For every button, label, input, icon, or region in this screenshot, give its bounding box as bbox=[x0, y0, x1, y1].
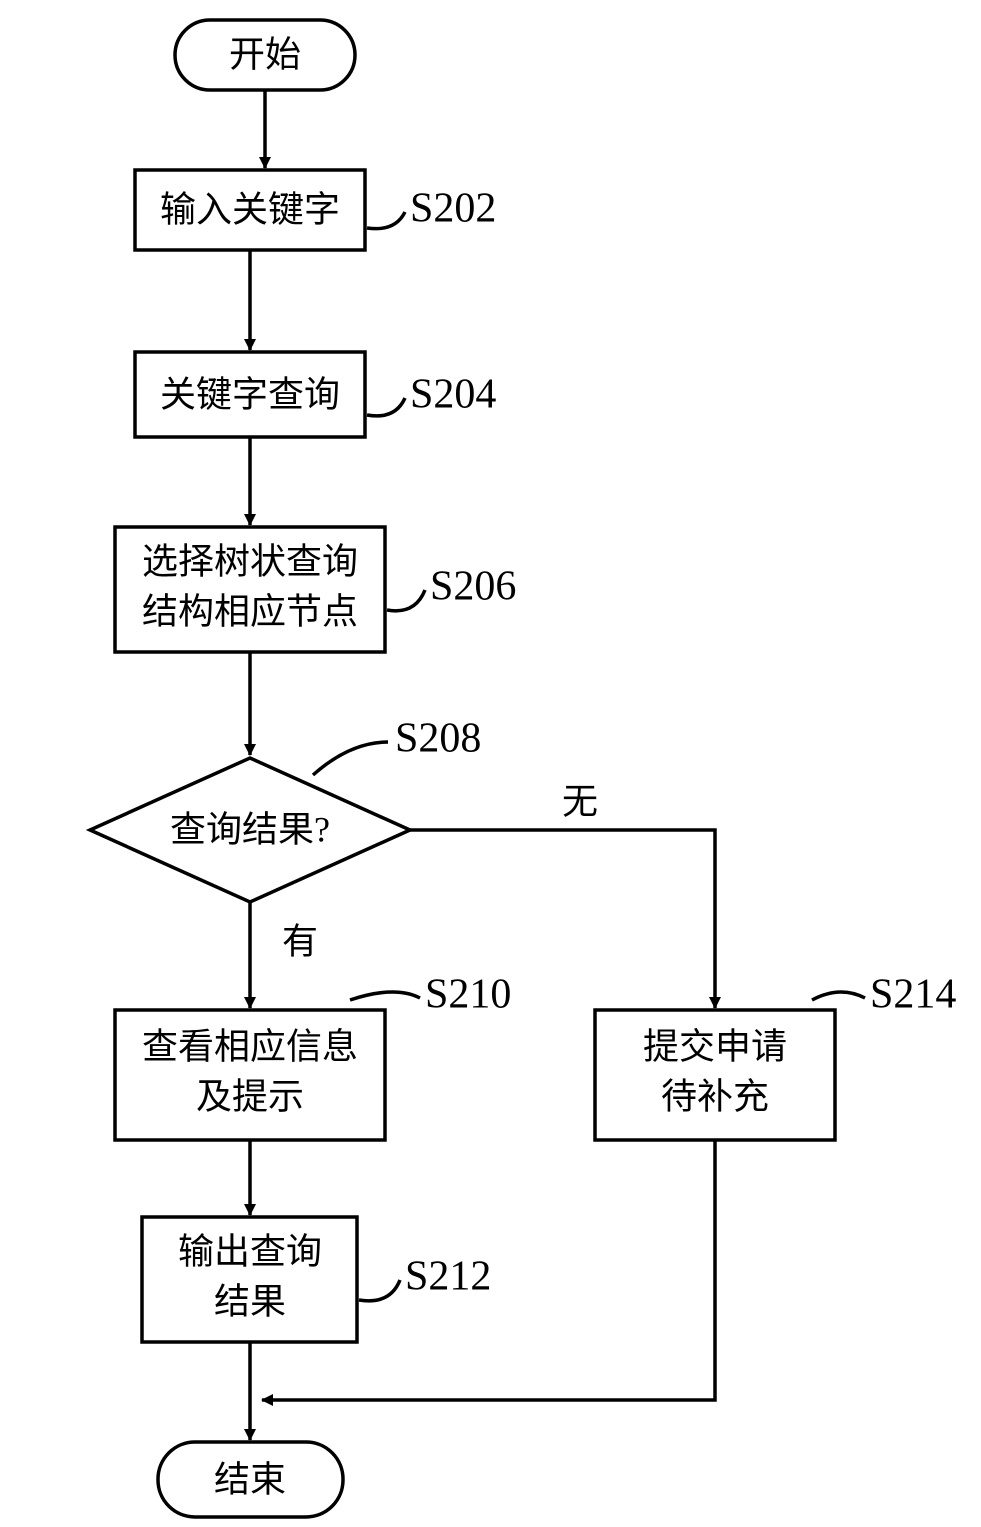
node-s214: 提交申请 待补充 S214 bbox=[595, 972, 956, 1140]
s208-label: 查询结果? bbox=[170, 809, 330, 849]
node-s210: 查看相应信息 及提示 S210 bbox=[115, 972, 511, 1140]
s214-step-label: S214 bbox=[870, 972, 956, 1018]
s206-line1: 选择树状查询 bbox=[142, 541, 358, 581]
s206-step-label: S206 bbox=[430, 564, 516, 610]
node-end: 结束 bbox=[158, 1442, 343, 1517]
s212-callout bbox=[359, 1280, 400, 1301]
s210-line1: 查看相应信息 bbox=[142, 1026, 358, 1066]
node-s204: 关键字查询 S204 bbox=[135, 352, 496, 437]
s206-callout bbox=[387, 590, 425, 611]
flowchart-svg: 开始 输入关键字 S202 关键字查询 S204 选择树状查询 结构相应节点 S… bbox=[0, 0, 981, 1527]
s204-step-label: S204 bbox=[410, 372, 496, 418]
s214-line1: 提交申请 bbox=[643, 1026, 787, 1066]
s208-step-label: S208 bbox=[395, 716, 481, 762]
s210-callout bbox=[350, 992, 420, 1000]
end-label: 结束 bbox=[214, 1459, 286, 1499]
s212-step-label: S212 bbox=[405, 1254, 491, 1300]
s202-step-label: S202 bbox=[410, 186, 496, 232]
edge-s208-s214-label: 无 bbox=[562, 781, 598, 821]
s214-callout bbox=[812, 992, 865, 1000]
s212-line1: 输出查询 bbox=[178, 1231, 322, 1271]
node-s206: 选择树状查询 结构相应节点 S206 bbox=[115, 527, 516, 652]
s202-callout bbox=[367, 212, 405, 229]
s204-callout bbox=[367, 398, 405, 416]
start-label: 开始 bbox=[229, 34, 301, 74]
s204-label: 关键字查询 bbox=[160, 374, 340, 414]
s210-line2: 及提示 bbox=[196, 1076, 304, 1116]
node-start: 开始 bbox=[175, 20, 355, 90]
s214-line2: 待补充 bbox=[661, 1076, 769, 1116]
s202-label: 输入关键字 bbox=[160, 189, 340, 229]
s210-step-label: S210 bbox=[425, 972, 511, 1018]
s212-line2: 结果 bbox=[214, 1281, 286, 1321]
node-s212: 输出查询 结果 S212 bbox=[142, 1217, 491, 1342]
node-s202: 输入关键字 S202 bbox=[135, 170, 496, 250]
s208-callout bbox=[313, 742, 388, 775]
s206-line2: 结构相应节点 bbox=[142, 591, 358, 631]
edge-s208-s210-label: 有 bbox=[282, 921, 318, 961]
node-s208: 查询结果? S208 bbox=[90, 716, 481, 902]
